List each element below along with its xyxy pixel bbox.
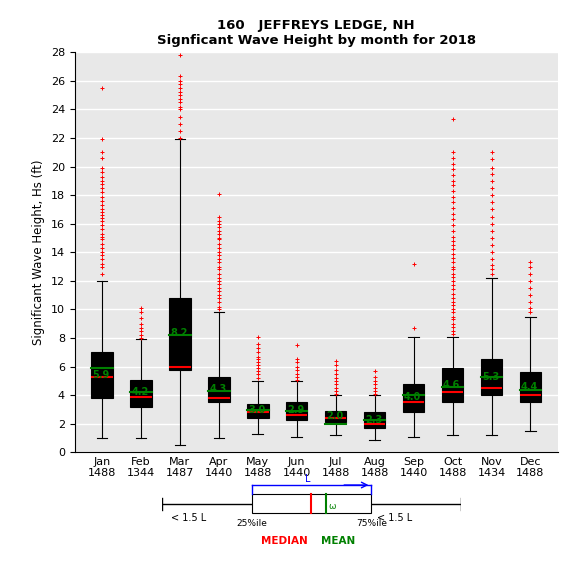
Text: 4.3: 4.3: [209, 384, 227, 394]
Text: < 1.5 L: < 1.5 L: [377, 513, 412, 523]
Text: < 1.5 L: < 1.5 L: [171, 513, 206, 523]
Text: 2.9: 2.9: [287, 405, 304, 415]
Text: 4.4: 4.4: [521, 382, 538, 392]
Text: L: L: [305, 474, 311, 484]
Text: 8.2: 8.2: [170, 328, 187, 338]
PathPatch shape: [131, 379, 152, 407]
Text: MEDIAN: MEDIAN: [261, 536, 308, 546]
PathPatch shape: [169, 298, 191, 369]
PathPatch shape: [325, 411, 347, 422]
Text: 25%ile: 25%ile: [236, 519, 267, 528]
PathPatch shape: [91, 352, 113, 398]
Text: 5.3: 5.3: [482, 372, 499, 382]
Text: ω: ω: [328, 502, 335, 512]
Text: 2.0: 2.0: [326, 411, 343, 421]
Text: 5.9: 5.9: [92, 369, 109, 379]
PathPatch shape: [364, 412, 385, 428]
PathPatch shape: [520, 372, 541, 403]
PathPatch shape: [481, 360, 502, 395]
Text: 3.0: 3.0: [248, 405, 265, 415]
PathPatch shape: [286, 403, 308, 419]
PathPatch shape: [247, 404, 269, 418]
PathPatch shape: [403, 384, 424, 412]
Text: 4.6: 4.6: [443, 379, 460, 390]
Text: 2.3: 2.3: [365, 415, 382, 425]
Title: 160   JEFFREYS LEDGE, NH
Signficant Wave Height by month for 2018: 160 JEFFREYS LEDGE, NH Signficant Wave H…: [156, 19, 476, 47]
PathPatch shape: [442, 368, 463, 403]
PathPatch shape: [208, 376, 229, 403]
Text: MEAN: MEAN: [321, 536, 355, 546]
Bar: [251, 494, 371, 513]
Y-axis label: Significant Wave Height, Hs (ft): Significant Wave Height, Hs (ft): [32, 160, 45, 345]
Text: 4.0: 4.0: [404, 393, 421, 403]
Text: 75%ile: 75%ile: [356, 519, 387, 528]
Text: 4.2: 4.2: [131, 387, 148, 397]
